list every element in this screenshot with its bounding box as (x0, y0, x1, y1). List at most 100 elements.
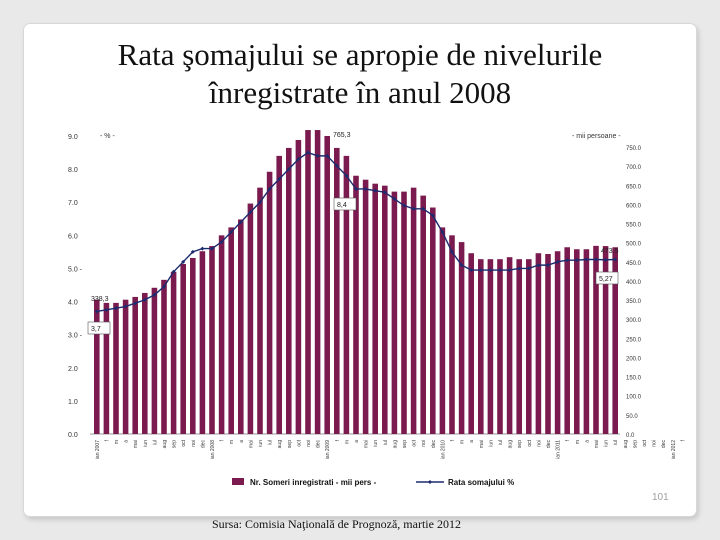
bar (535, 253, 542, 434)
line-point (536, 263, 541, 268)
x-tick-label: a (239, 440, 245, 443)
x-tick-label: a (584, 440, 590, 443)
right-tick-label: 100.0 (626, 395, 642, 401)
data-label: 765,3 (333, 132, 351, 139)
bar (574, 249, 580, 434)
bar (612, 247, 618, 434)
line-point (507, 268, 512, 273)
title-line-1: Rata şomajului se apropie de nivelurile (117, 37, 603, 72)
left-tick-label: 9.0 (68, 134, 78, 141)
x-tick-label: sep (172, 440, 178, 448)
x-tick-label: ian 2009 (325, 440, 331, 459)
bar (247, 203, 254, 434)
line-point (104, 307, 109, 312)
bar (238, 219, 244, 434)
x-tick-label: noi (191, 440, 197, 447)
chart-annotations: 765,3 8,4 338,3 3,7 473,5 5,27 (87, 132, 619, 335)
x-tick-label: aug (623, 440, 629, 449)
legend-bar-swatch (232, 478, 244, 485)
left-tick-label: 5.0 - (68, 266, 83, 273)
bar (314, 130, 321, 435)
bar (103, 302, 110, 434)
data-label-box (87, 321, 111, 335)
x-tick-label: ian 2010 (440, 440, 446, 459)
left-tick-label: 6.0 (68, 233, 78, 240)
right-tick-label: 250.0 (626, 337, 642, 343)
line-point (152, 292, 157, 297)
line-point (123, 304, 128, 309)
x-tick-label: oct (296, 439, 302, 446)
bar (410, 187, 417, 434)
x-tick-label: f (565, 439, 571, 441)
legend-line-marker (428, 480, 432, 484)
bar (506, 257, 513, 434)
x-tick-label: iul (498, 440, 504, 445)
line-point (526, 266, 531, 271)
right-axis-title: - mii persoane - (572, 133, 621, 140)
bar (343, 155, 350, 434)
bar (324, 136, 330, 434)
line-point (402, 203, 406, 208)
x-tick-label: dec (316, 440, 322, 449)
line-point (469, 268, 474, 273)
line-point (94, 309, 99, 314)
slide-title: Rata şomajului se apropie de nivelurile … (0, 36, 720, 112)
x-tick-label: oct (642, 439, 648, 446)
line-point (363, 186, 368, 191)
line-point (488, 268, 493, 273)
x-tick-label: f (220, 439, 226, 441)
x-tick-label: noi (421, 440, 427, 447)
line-point (584, 257, 589, 262)
x-tick-label: m (114, 440, 120, 444)
x-tick-label: oct (181, 439, 187, 446)
bar (468, 253, 474, 434)
bar (362, 179, 369, 434)
line-point (190, 249, 195, 254)
bar (151, 287, 158, 434)
bar (142, 292, 148, 434)
line-point (517, 266, 522, 271)
bar (276, 155, 282, 434)
right-tick-label: 200.0 (626, 356, 642, 362)
bar (487, 259, 494, 434)
x-tick-label: sep (287, 440, 293, 448)
line-point (210, 246, 214, 251)
line-point (296, 157, 301, 162)
x-tick-label: dec (431, 440, 437, 449)
x-tick-label: oct (412, 439, 418, 446)
bar (583, 249, 590, 434)
x-tick-label: m (344, 440, 350, 444)
line-point (440, 230, 445, 235)
bar (257, 187, 263, 434)
right-tick-label: 650.0 (626, 184, 642, 190)
x-tick-label: mai (594, 440, 600, 448)
bar (218, 235, 225, 434)
bar (132, 296, 138, 434)
x-tick-label: aug (508, 440, 514, 449)
line-point (181, 259, 186, 264)
left-tick-label: 7.0 (68, 200, 78, 207)
x-tick-label: iul (152, 440, 158, 445)
data-label: 338,3 (91, 296, 109, 303)
right-tick-label: 400.0 (626, 280, 642, 286)
x-tick-label: ian 2008 (210, 440, 216, 459)
chart-axes: 9.0 8.0 7.0 6.0 5.0 - 4.0 3.0 - 2.0 1.0 0.0 750.0 7… (68, 133, 686, 459)
right-tick-label: 700.0 (626, 165, 642, 171)
right-tick-label: 750.0 (626, 146, 642, 152)
bar (449, 235, 455, 434)
x-tick-label: m (460, 440, 466, 444)
line-point (421, 206, 426, 211)
x-tick-label: iun (143, 440, 149, 447)
x-tick-label: noi (536, 440, 542, 447)
line-point (286, 167, 291, 172)
bar (554, 251, 561, 434)
line-point (162, 284, 166, 289)
bar (430, 207, 436, 434)
line-point (248, 210, 253, 215)
left-tick-label: 1.0 (68, 399, 78, 406)
line-point (344, 173, 349, 178)
line-point (498, 268, 502, 273)
x-tick-label: iul (268, 440, 274, 445)
bar (161, 279, 167, 434)
x-tick-label: iun (373, 440, 379, 447)
